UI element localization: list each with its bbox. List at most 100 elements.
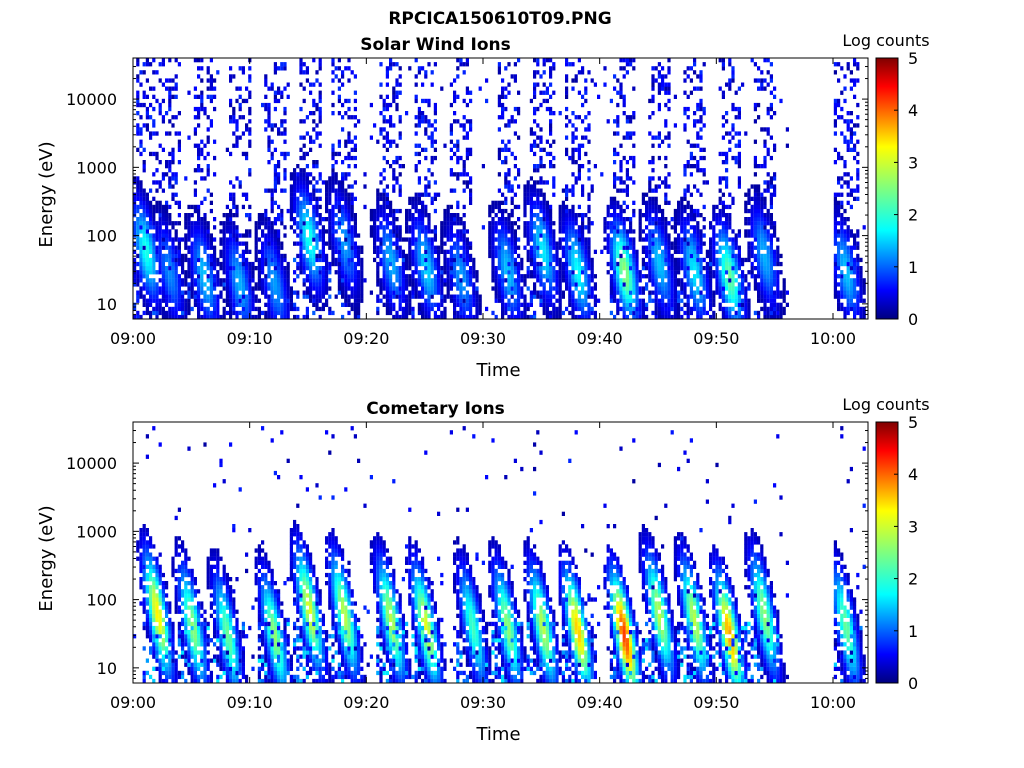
spectrogram-cell bbox=[165, 274, 169, 279]
spectrogram-cell bbox=[526, 233, 530, 238]
spectrogram-cell bbox=[197, 213, 201, 218]
spectrogram-cell bbox=[677, 270, 681, 275]
spectrogram-cell bbox=[613, 160, 617, 165]
spectrogram-cell bbox=[315, 204, 319, 210]
spectrogram-cell bbox=[568, 310, 572, 316]
spectrogram-cell bbox=[174, 249, 178, 254]
spectrogram-cell bbox=[638, 278, 642, 283]
spectrogram-cell bbox=[497, 274, 501, 279]
spectrogram-cell bbox=[571, 204, 575, 210]
spectrogram-cell bbox=[443, 217, 447, 222]
spectrogram-cell bbox=[286, 282, 290, 287]
spectrogram-cell bbox=[280, 302, 284, 307]
spectrogram-cell bbox=[174, 314, 178, 320]
spectrogram-cell bbox=[353, 233, 357, 238]
spectrogram-cell bbox=[357, 294, 361, 299]
spectrogram-cell bbox=[369, 290, 373, 295]
spectrogram-cell bbox=[577, 147, 581, 152]
spectrogram-cell bbox=[542, 241, 546, 246]
spectrogram-cell bbox=[168, 298, 172, 303]
spectrogram-cell bbox=[581, 119, 585, 124]
spectrogram-cell bbox=[526, 286, 530, 291]
spectrogram-cell bbox=[267, 123, 271, 128]
spectrogram-cell bbox=[443, 208, 447, 214]
spectrogram-cell bbox=[510, 200, 514, 205]
spectrogram-cell bbox=[267, 306, 271, 312]
spectrogram-cell bbox=[629, 270, 633, 275]
spectrogram-cell bbox=[459, 294, 463, 299]
spectrogram-cell bbox=[376, 253, 380, 259]
spectrogram-cell bbox=[561, 266, 565, 271]
spectrogram-cell bbox=[590, 270, 594, 275]
spectrogram-cell bbox=[267, 115, 271, 120]
spectrogram-cell bbox=[510, 225, 514, 230]
spectrogram-cell bbox=[248, 172, 252, 177]
spectrogram-cell bbox=[526, 225, 530, 230]
spectrogram-cell bbox=[325, 188, 329, 193]
spectrogram-cell bbox=[549, 237, 553, 242]
spectrogram-cell bbox=[513, 245, 517, 250]
spectrogram-cell bbox=[209, 82, 213, 87]
spectrogram-cell bbox=[161, 298, 165, 303]
spectrogram-cell bbox=[622, 208, 626, 214]
spectrogram-cell bbox=[616, 245, 620, 250]
spectrogram-cell bbox=[312, 257, 316, 263]
spectrogram-cell bbox=[574, 221, 578, 226]
spectrogram-cell bbox=[510, 184, 514, 189]
spectrogram-cell bbox=[542, 200, 546, 205]
spectrogram-cell bbox=[587, 168, 591, 173]
spectrogram-cell bbox=[577, 204, 581, 210]
spectrogram-cell bbox=[238, 294, 242, 299]
spectrogram-cell bbox=[353, 155, 357, 161]
spectrogram-cell bbox=[152, 233, 156, 238]
spectrogram-cell bbox=[347, 302, 351, 307]
spectrogram-cell bbox=[539, 302, 543, 307]
spectrogram-cell bbox=[299, 135, 303, 140]
spectrogram-cell bbox=[609, 266, 613, 271]
spectrogram-cell bbox=[472, 266, 476, 271]
spectrogram-cell bbox=[165, 290, 169, 295]
spectrogram-cell bbox=[590, 257, 594, 263]
spectrogram-cell bbox=[145, 253, 149, 259]
spectrogram-cell bbox=[504, 221, 508, 226]
spectrogram-cell bbox=[401, 310, 405, 316]
spectrogram-cell bbox=[705, 270, 709, 275]
spectrogram-cell bbox=[529, 314, 533, 320]
spectrogram-cell bbox=[523, 204, 527, 210]
spectrogram-cell bbox=[357, 298, 361, 303]
spectrogram-cell bbox=[558, 278, 562, 283]
spectrogram-cell bbox=[353, 274, 357, 279]
spectrogram-cell bbox=[145, 94, 149, 99]
spectrogram-cell bbox=[638, 274, 642, 279]
spectrogram-cell bbox=[344, 266, 348, 271]
spectrogram-cell bbox=[369, 217, 373, 222]
spectrogram-cell bbox=[539, 147, 543, 152]
spectrogram-cell bbox=[289, 298, 293, 303]
spectrogram-cell bbox=[379, 82, 383, 87]
spectrogram-cell bbox=[491, 278, 495, 283]
spectrogram-cell bbox=[309, 192, 313, 197]
spectrogram-cell bbox=[526, 196, 530, 201]
spectrogram-cell bbox=[248, 74, 252, 79]
spectrogram-cell bbox=[155, 253, 159, 259]
spectrogram-cell bbox=[283, 253, 287, 259]
spectrogram-cell bbox=[462, 310, 466, 316]
spectrogram-cell bbox=[139, 82, 143, 87]
spectrogram-cell bbox=[558, 314, 562, 320]
spectrogram-cell bbox=[657, 314, 661, 320]
spectrogram-cell bbox=[145, 78, 149, 83]
spectrogram-cell bbox=[587, 192, 591, 197]
spectrogram-cell bbox=[565, 266, 569, 271]
spectrogram-cell bbox=[670, 270, 674, 275]
spectrogram-cell bbox=[398, 74, 402, 79]
spectrogram-cell bbox=[267, 274, 271, 279]
spectrogram-cell bbox=[152, 94, 156, 99]
spectrogram-cell bbox=[654, 184, 658, 189]
spectrogram-cell bbox=[152, 290, 156, 295]
spectrogram-cell bbox=[168, 229, 172, 234]
spectrogram-cell bbox=[152, 282, 156, 287]
spectrogram-cell bbox=[427, 314, 431, 320]
spectrogram-cell bbox=[513, 229, 517, 234]
spectrogram-cell bbox=[417, 225, 421, 230]
spectrogram-cell bbox=[421, 217, 425, 222]
